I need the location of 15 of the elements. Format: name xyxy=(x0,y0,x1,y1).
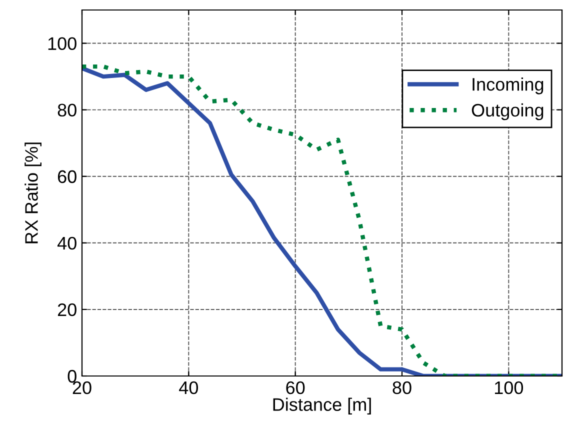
x-axis-title: Distance [m] xyxy=(273,398,371,415)
x-tick-label: 40 xyxy=(179,381,198,394)
x-tick-label: 20 xyxy=(72,381,92,394)
y-tick-label: 60 xyxy=(58,170,76,184)
x-tick-label: 80 xyxy=(392,381,412,394)
y-tick-label: 20 xyxy=(58,303,76,316)
legend-label: Incoming xyxy=(472,77,544,94)
y-tick-label: 40 xyxy=(57,236,76,250)
y-axis-title: RX Ratio [%] xyxy=(24,142,42,244)
y-tick-label: 100 xyxy=(48,37,76,50)
y-tick-label: 80 xyxy=(58,104,76,117)
x-tick-label: 60 xyxy=(286,381,305,394)
legend-label: Outgoing xyxy=(472,103,544,120)
y-tick-label: 0 xyxy=(68,370,76,383)
x-tick-label: 100 xyxy=(494,381,524,394)
